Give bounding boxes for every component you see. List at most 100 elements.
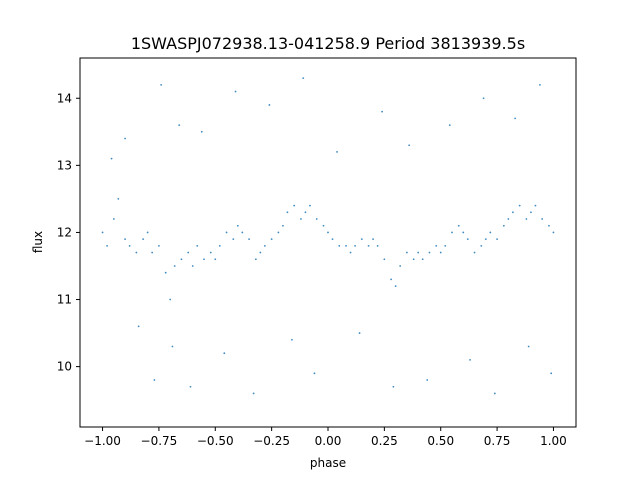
data-point [101, 231, 104, 234]
data-point [435, 244, 438, 247]
x-tick-label: −0.25 [253, 434, 290, 448]
data-point [124, 238, 126, 241]
data-point [482, 97, 485, 100]
data-point [277, 231, 280, 234]
data-point [164, 271, 167, 274]
data-point [191, 265, 194, 267]
data-point [383, 258, 386, 261]
data-point [223, 352, 226, 355]
data-point [146, 231, 149, 234]
data-point [268, 104, 271, 106]
data-point [322, 224, 325, 227]
y-tick-label: 10 [57, 360, 72, 374]
x-tick-label: 0.25 [371, 434, 398, 448]
data-point [309, 204, 311, 207]
data-point [254, 258, 257, 261]
data-point [480, 244, 483, 247]
data-point [293, 204, 296, 207]
data-point [527, 345, 530, 348]
x-tick-label: −0.50 [197, 434, 234, 448]
data-point [448, 124, 451, 126]
data-point [218, 244, 221, 247]
data-point [399, 265, 402, 267]
x-tick-label: 1.00 [540, 434, 567, 448]
data-point [439, 251, 442, 254]
data-point [160, 83, 163, 86]
data-point [112, 218, 115, 220]
data-point [511, 211, 514, 214]
data-point [518, 204, 521, 207]
y-tick-label: 14 [57, 91, 72, 105]
data-point [336, 151, 338, 153]
data-point [349, 251, 352, 254]
data-point [214, 258, 217, 261]
data-point [539, 83, 541, 86]
x-tick-label: −1.00 [84, 434, 121, 448]
data-point [187, 251, 190, 254]
data-point [189, 385, 192, 388]
data-point [457, 224, 460, 227]
data-point [315, 218, 318, 220]
data-point [550, 372, 553, 375]
data-point [153, 379, 156, 381]
data-point [209, 251, 212, 254]
data-point [252, 392, 255, 395]
data-point [484, 238, 487, 241]
y-axis-label: flux [31, 231, 45, 253]
x-axis-label: phase [310, 456, 346, 470]
data-point [525, 218, 528, 220]
data-point [412, 258, 415, 261]
data-point [232, 238, 235, 241]
data-point [313, 372, 316, 375]
data-point [406, 251, 408, 254]
data-point [381, 110, 384, 113]
y-tick-label: 11 [57, 293, 72, 307]
data-point [304, 211, 307, 214]
data-points-layer [101, 77, 555, 395]
data-point [180, 258, 183, 261]
data-point [408, 144, 411, 147]
data-point [169, 298, 172, 301]
chart-title: 1SWASPJ072938.13-041258.9 Period 3813939… [131, 34, 525, 53]
data-point [137, 325, 140, 328]
data-point [270, 238, 273, 241]
data-point [178, 124, 181, 126]
data-point [241, 231, 244, 234]
data-point [236, 224, 239, 227]
x-tick-label: −0.75 [141, 434, 178, 448]
data-point [142, 238, 145, 241]
x-tick-label: 0.00 [315, 434, 342, 448]
data-point [493, 392, 496, 395]
data-point [360, 238, 363, 241]
data-point [259, 251, 262, 254]
data-point [203, 258, 205, 261]
x-axis-ticks: −1.00 −0.75 −0.50 −0.25 0.00 0.25 0.50 0.75 1.00 [84, 427, 567, 448]
data-point [426, 379, 429, 381]
x-tick-label: 0.75 [484, 434, 511, 448]
data-point [291, 338, 293, 341]
data-point [358, 332, 361, 334]
data-point [421, 258, 424, 261]
data-point [514, 117, 517, 120]
data-point [541, 218, 544, 220]
data-point [530, 211, 532, 214]
data-point [354, 244, 356, 247]
data-point [462, 231, 465, 234]
data-point [300, 218, 302, 220]
data-point [128, 244, 131, 247]
data-point [106, 244, 108, 247]
data-point [507, 218, 510, 220]
x-tick-label: 0.50 [427, 434, 454, 448]
data-point [286, 211, 289, 214]
data-point [489, 231, 492, 234]
data-point [376, 244, 379, 247]
data-point [327, 231, 329, 234]
data-point [196, 244, 199, 247]
data-point [394, 285, 397, 288]
data-point [338, 244, 341, 247]
data-point [428, 251, 431, 254]
data-point [171, 345, 174, 348]
data-point [200, 130, 203, 133]
